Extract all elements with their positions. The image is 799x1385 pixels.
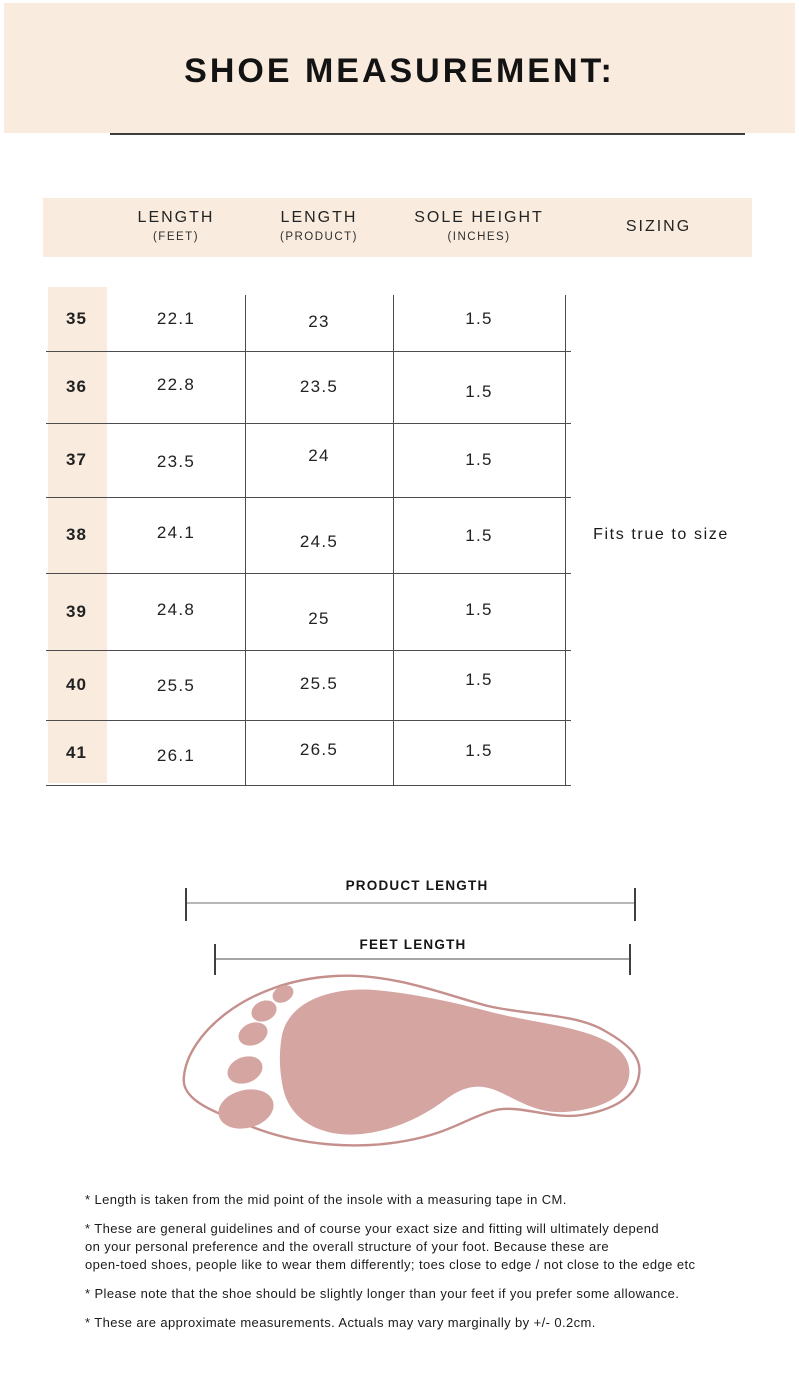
table-cell-size: 40: [66, 675, 87, 694]
title-band: SHOE MEASUREMENT:: [4, 3, 795, 133]
table-cell-sole_height: 1.5: [465, 599, 493, 619]
table-cell-product_length: 25.5: [299, 674, 339, 693]
product-length-label: PRODUCT LENGTH: [346, 878, 489, 893]
table-cell-size: 35: [66, 309, 87, 328]
table-cell-feet_length: 22.1: [156, 309, 196, 328]
sizing-note: Fits true to size: [593, 526, 729, 543]
table-cell-feet_length: 23.5: [156, 452, 196, 471]
header-label: SOLE HEIGHT: [414, 209, 544, 226]
table-cell-sole_height: 1.5: [465, 526, 493, 545]
title-divider: [110, 133, 745, 135]
footnote: * These are general guidelines and of co…: [85, 1220, 696, 1272]
toe-icon: [272, 985, 294, 1003]
row-divider: [46, 351, 571, 352]
table-cell-product_length: 24.5: [299, 532, 339, 551]
header-sublabel: (INCHES): [447, 231, 511, 243]
table-cell-feet_length: 25.5: [156, 676, 196, 695]
column-divider: [245, 295, 246, 785]
footprint-diagram: PRODUCT LENGTH FEET LENGTH: [182, 878, 641, 1147]
header-label: LENGTH: [137, 209, 215, 226]
row-divider: [46, 573, 571, 574]
table-row: 35 22.1 23 1.5: [46, 287, 570, 351]
toe-icon: [238, 1022, 268, 1046]
big-toe-icon: [218, 1089, 274, 1129]
table-cell-feet_length: 22.8: [156, 375, 196, 394]
header-sizing: SIZING: [565, 198, 752, 257]
table-cell-sole_height: 1.5: [465, 309, 493, 328]
table-header-band: LENGTH (FEET) LENGTH (PRODUCT) SOLE HEIG…: [43, 198, 752, 257]
column-divider: [565, 295, 566, 785]
feet-length-label: FEET LENGTH: [360, 937, 467, 952]
footnote: * These are approximate measurements. Ac…: [85, 1314, 596, 1330]
table-row: 40 25.5 25.5 1.5: [46, 650, 570, 720]
table-cell-product_length: 26.5: [299, 739, 339, 759]
footnotes-section: * Length is taken from the mid point of …: [85, 1191, 760, 1343]
size-column-background: [48, 287, 107, 783]
table-cell-sole_height: 1.5: [465, 670, 493, 689]
toe-icon: [251, 1000, 277, 1022]
table-cell-feet_length: 26.1: [156, 745, 196, 765]
table-cell-feet_length: 24.1: [156, 523, 196, 542]
table-cell-product_length: 23: [308, 312, 330, 331]
table-cell-size: 39: [66, 601, 87, 621]
table-cell-size: 41: [66, 742, 87, 762]
header-sole-height: SOLE HEIGHT (INCHES): [393, 198, 565, 257]
table-row: 36 22.8 23.5 1.5: [46, 351, 570, 423]
table-row: 37 23.5 24 1.5: [46, 423, 570, 497]
table-cell-product_length: 24: [308, 446, 330, 465]
header-label: SIZING: [625, 218, 692, 235]
table-cell-sole_height: 1.5: [465, 740, 493, 760]
footnote: * Length is taken from the mid point of …: [85, 1192, 567, 1207]
size-table-body: 35 22.1 23 1.5 36 22.8 23.5 1.5 37 23.5 24 1.5 38 24.…: [46, 287, 570, 785]
column-divider: [393, 295, 394, 785]
header-length-product: LENGTH (PRODUCT): [245, 198, 393, 257]
footnote: * Please note that the shoe should be sl…: [85, 1285, 680, 1301]
table-cell-product_length: 25: [308, 608, 330, 628]
footprint-sole-icon: [279, 989, 630, 1135]
table-cell-size: 36: [66, 377, 87, 396]
header-length-feet: LENGTH (FEET): [107, 198, 245, 257]
table-cell-feet_length: 24.8: [156, 599, 196, 619]
toe-icon: [227, 1056, 263, 1084]
header-sublabel: (FEET): [152, 231, 200, 243]
table-cell-sole_height: 1.5: [465, 382, 493, 401]
foot-outline-icon: [182, 974, 641, 1147]
table-cell-size: 38: [66, 525, 87, 544]
row-divider: [46, 423, 571, 424]
table-cell-size: 37: [66, 450, 87, 469]
table-row: 41 26.1 26.5 1.5: [46, 720, 570, 785]
row-divider: [46, 785, 571, 786]
header-label: LENGTH: [280, 209, 358, 226]
table-row: 38 24.1 24.5 1.5: [46, 497, 570, 573]
row-divider: [46, 720, 571, 721]
header-sublabel: (PRODUCT): [279, 231, 359, 243]
table-row: 39 24.8 25 1.5: [46, 573, 570, 650]
table-cell-product_length: 23.5: [299, 377, 339, 396]
row-divider: [46, 650, 571, 651]
table-cell-sole_height: 1.5: [465, 450, 493, 469]
row-divider: [46, 497, 571, 498]
page-title: SHOE MEASUREMENT:: [184, 51, 615, 90]
